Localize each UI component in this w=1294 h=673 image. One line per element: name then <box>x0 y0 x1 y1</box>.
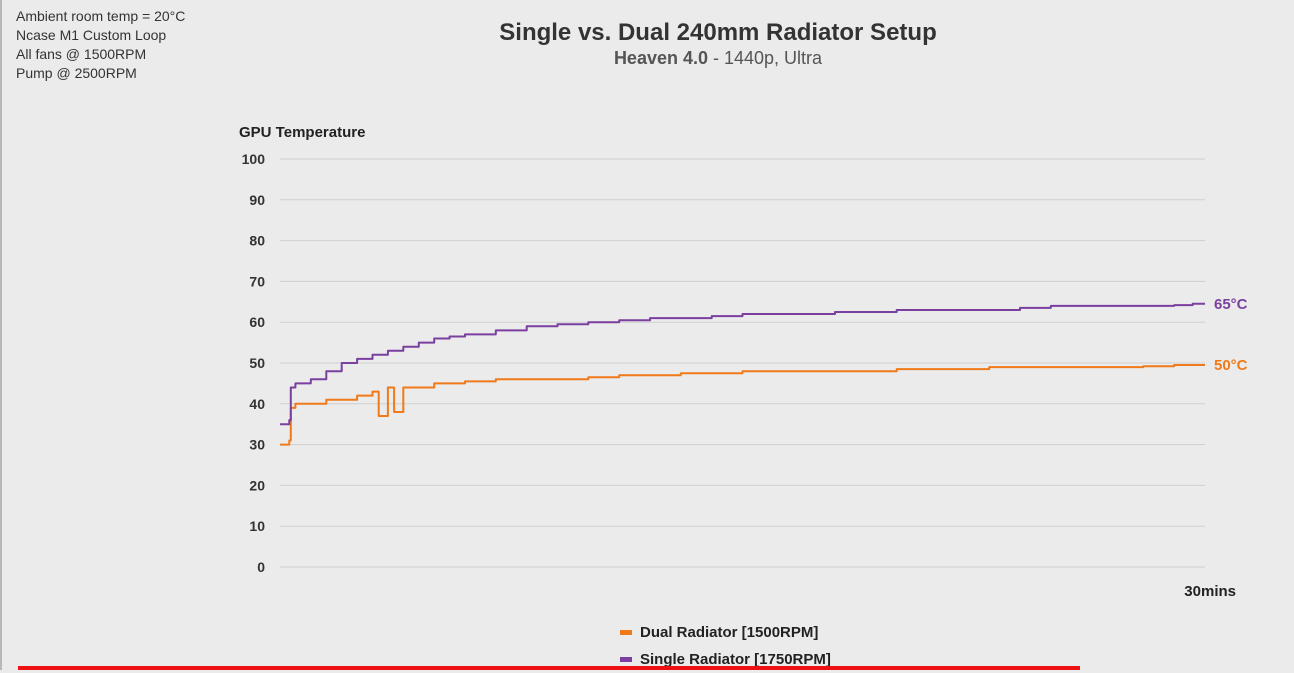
y-tick-label-30: 30 <box>249 437 265 453</box>
legend: Dual Radiator [1500RPM] Single Radiator … <box>620 619 831 673</box>
chart-subtitle: Heaven 4.0 - 1440p, Ultra <box>0 48 1294 69</box>
legend-swatch-single <box>620 657 632 662</box>
grid-layer <box>280 158 1205 568</box>
legend-label-single: Single Radiator [1750RPM] <box>640 651 831 668</box>
note-fans: All fans @ 1500RPM <box>16 46 147 62</box>
y-tick-label-60: 60 <box>249 314 265 330</box>
note-ambient: Ambient room temp = 20°C <box>16 8 186 24</box>
y-tick-label-20: 20 <box>249 477 265 493</box>
legend-swatch-dual <box>620 630 632 635</box>
subtitle-benchmark: Heaven 4.0 <box>613 48 708 68</box>
y-tick-label-80: 80 <box>249 233 265 249</box>
y-tick-label-50: 50 <box>249 355 265 371</box>
series-line-dual <box>280 364 1205 446</box>
left-edge <box>0 0 2 670</box>
y-tick-label-100: 100 <box>242 151 266 167</box>
legend-label-dual: Dual Radiator [1500RPM] <box>640 624 819 641</box>
y-tick-label-10: 10 <box>249 518 265 534</box>
note-case: Ncase M1 Custom Loop <box>16 27 167 43</box>
y-tick-label-70: 70 <box>249 273 265 289</box>
note-pump: Pump @ 2500RPM <box>16 65 137 81</box>
end-label-single: 65°C <box>1214 296 1248 313</box>
video-progress-bar <box>18 666 1080 670</box>
x-end-label: 30mins <box>1184 583 1236 600</box>
end-label-dual: 50°C <box>1214 357 1248 374</box>
legend-item-single: Single Radiator [1750RPM] <box>620 646 831 673</box>
y-tick-label-40: 40 <box>249 396 265 412</box>
subtitle-settings: - 1440p, Ultra <box>708 48 823 68</box>
y-axis-title: GPU Temperature <box>239 124 365 141</box>
series-line-single <box>280 302 1205 426</box>
setup-notes: Ambient room temp = 20°C Ncase M1 Custom… <box>16 7 185 83</box>
y-tick-label-90: 90 <box>249 192 265 208</box>
y-tick-label-0: 0 <box>257 559 265 575</box>
label-layer: GPU Temperature 30mins 50°C 65°C <box>239 124 1248 600</box>
series-layer <box>280 302 1205 446</box>
legend-item-dual: Dual Radiator [1500RPM] <box>620 619 831 646</box>
chart-title: Single vs. Dual 240mm Radiator Setup <box>499 19 937 46</box>
